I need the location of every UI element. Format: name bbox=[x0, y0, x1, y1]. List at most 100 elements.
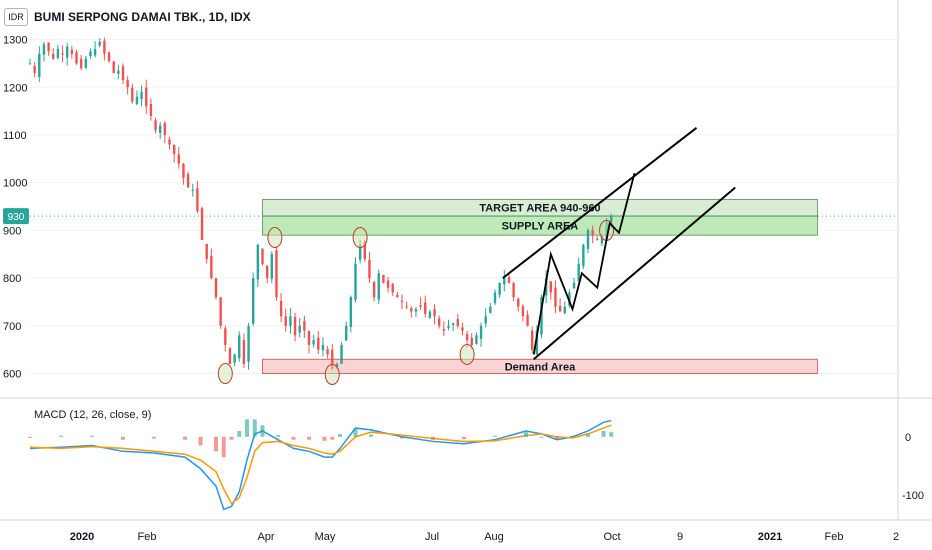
candle-body bbox=[303, 321, 306, 331]
candle bbox=[512, 281, 515, 302]
candle-body bbox=[196, 188, 199, 212]
candle-body bbox=[363, 241, 366, 260]
candle-body bbox=[503, 278, 506, 285]
candle bbox=[186, 171, 190, 188]
candle bbox=[442, 321, 446, 336]
candle bbox=[265, 265, 269, 284]
candle bbox=[28, 58, 32, 65]
zone-rect bbox=[262, 358, 818, 374]
candle bbox=[140, 85, 143, 107]
candle bbox=[107, 51, 111, 63]
candle bbox=[517, 296, 520, 312]
candle-body bbox=[126, 80, 129, 88]
candle bbox=[112, 60, 115, 74]
macd-histogram-bar bbox=[524, 432, 528, 437]
candle bbox=[498, 282, 501, 298]
candle bbox=[438, 315, 441, 329]
candle-body bbox=[531, 330, 534, 350]
candle-body bbox=[270, 254, 273, 279]
candle bbox=[168, 136, 171, 150]
candle-body bbox=[326, 349, 329, 355]
x-tick-label: Feb bbox=[138, 531, 157, 543]
macd-histogram-bar bbox=[28, 436, 32, 438]
candle-body bbox=[200, 208, 204, 240]
candle-body bbox=[238, 335, 241, 359]
candle bbox=[214, 277, 218, 300]
candle bbox=[149, 98, 153, 121]
candle bbox=[521, 304, 525, 322]
macd-histogram-bar bbox=[252, 419, 257, 437]
candle-body bbox=[465, 334, 469, 341]
candle bbox=[563, 301, 566, 314]
candle bbox=[84, 55, 87, 70]
candle-body bbox=[358, 244, 362, 260]
candle-body bbox=[210, 255, 213, 279]
macd-histogram-bar bbox=[198, 436, 203, 446]
candle-body bbox=[470, 337, 473, 345]
candle-body bbox=[558, 306, 562, 312]
candle-body bbox=[149, 103, 153, 116]
candle-body bbox=[391, 283, 394, 293]
candle bbox=[400, 294, 404, 310]
candle-body bbox=[331, 349, 334, 369]
candle-body bbox=[265, 265, 269, 279]
candle bbox=[233, 353, 236, 367]
candle-body bbox=[61, 53, 64, 55]
candle bbox=[354, 257, 357, 303]
candle-body bbox=[107, 52, 111, 62]
candle bbox=[340, 342, 343, 364]
candle-body bbox=[289, 316, 292, 327]
candle bbox=[349, 295, 353, 333]
candle-body bbox=[191, 189, 194, 191]
x-tick-label: 2 bbox=[893, 531, 899, 543]
candle-body bbox=[93, 49, 97, 56]
candle bbox=[396, 291, 399, 298]
candle bbox=[196, 180, 199, 214]
candle-body bbox=[438, 318, 441, 326]
candle-body bbox=[317, 337, 320, 350]
candle bbox=[270, 251, 273, 284]
candle-body bbox=[214, 278, 218, 298]
candle bbox=[382, 274, 385, 284]
candle-body bbox=[168, 139, 171, 145]
macd-histogram-bar bbox=[369, 434, 373, 437]
macd-histogram-bar bbox=[431, 436, 435, 440]
candle-body bbox=[433, 309, 436, 317]
candle-body bbox=[442, 329, 446, 331]
macd-histogram-bar bbox=[59, 435, 63, 437]
candle-body bbox=[563, 306, 566, 314]
candle bbox=[200, 206, 204, 241]
candle-body bbox=[382, 274, 385, 283]
candle bbox=[98, 37, 101, 48]
candle-body bbox=[526, 314, 529, 326]
candle-body bbox=[596, 239, 599, 241]
candle bbox=[447, 319, 450, 331]
macd-histogram-bar bbox=[400, 436, 404, 439]
candle bbox=[461, 322, 464, 336]
candle-body bbox=[461, 327, 464, 331]
candle bbox=[572, 277, 576, 290]
x-tick-label: Jul bbox=[425, 531, 439, 543]
candle-body bbox=[610, 216, 613, 222]
candle-body bbox=[261, 248, 264, 264]
highlight-circle bbox=[267, 227, 283, 249]
candle-body bbox=[521, 306, 525, 317]
candle bbox=[182, 162, 185, 185]
candle-body bbox=[312, 340, 315, 345]
candle bbox=[377, 269, 380, 304]
signal-line bbox=[29, 424, 612, 505]
candle-body bbox=[275, 250, 278, 298]
candle-body bbox=[354, 263, 357, 300]
y-tick-label: 600 bbox=[3, 369, 21, 381]
candle-body bbox=[279, 300, 283, 317]
candle bbox=[298, 317, 301, 338]
candle bbox=[326, 346, 329, 359]
candle bbox=[303, 315, 306, 338]
candle-body bbox=[228, 348, 232, 364]
candle bbox=[479, 322, 483, 347]
candle bbox=[391, 282, 394, 296]
candle-body bbox=[549, 281, 552, 293]
candle-body bbox=[591, 230, 594, 236]
candle bbox=[93, 41, 97, 58]
